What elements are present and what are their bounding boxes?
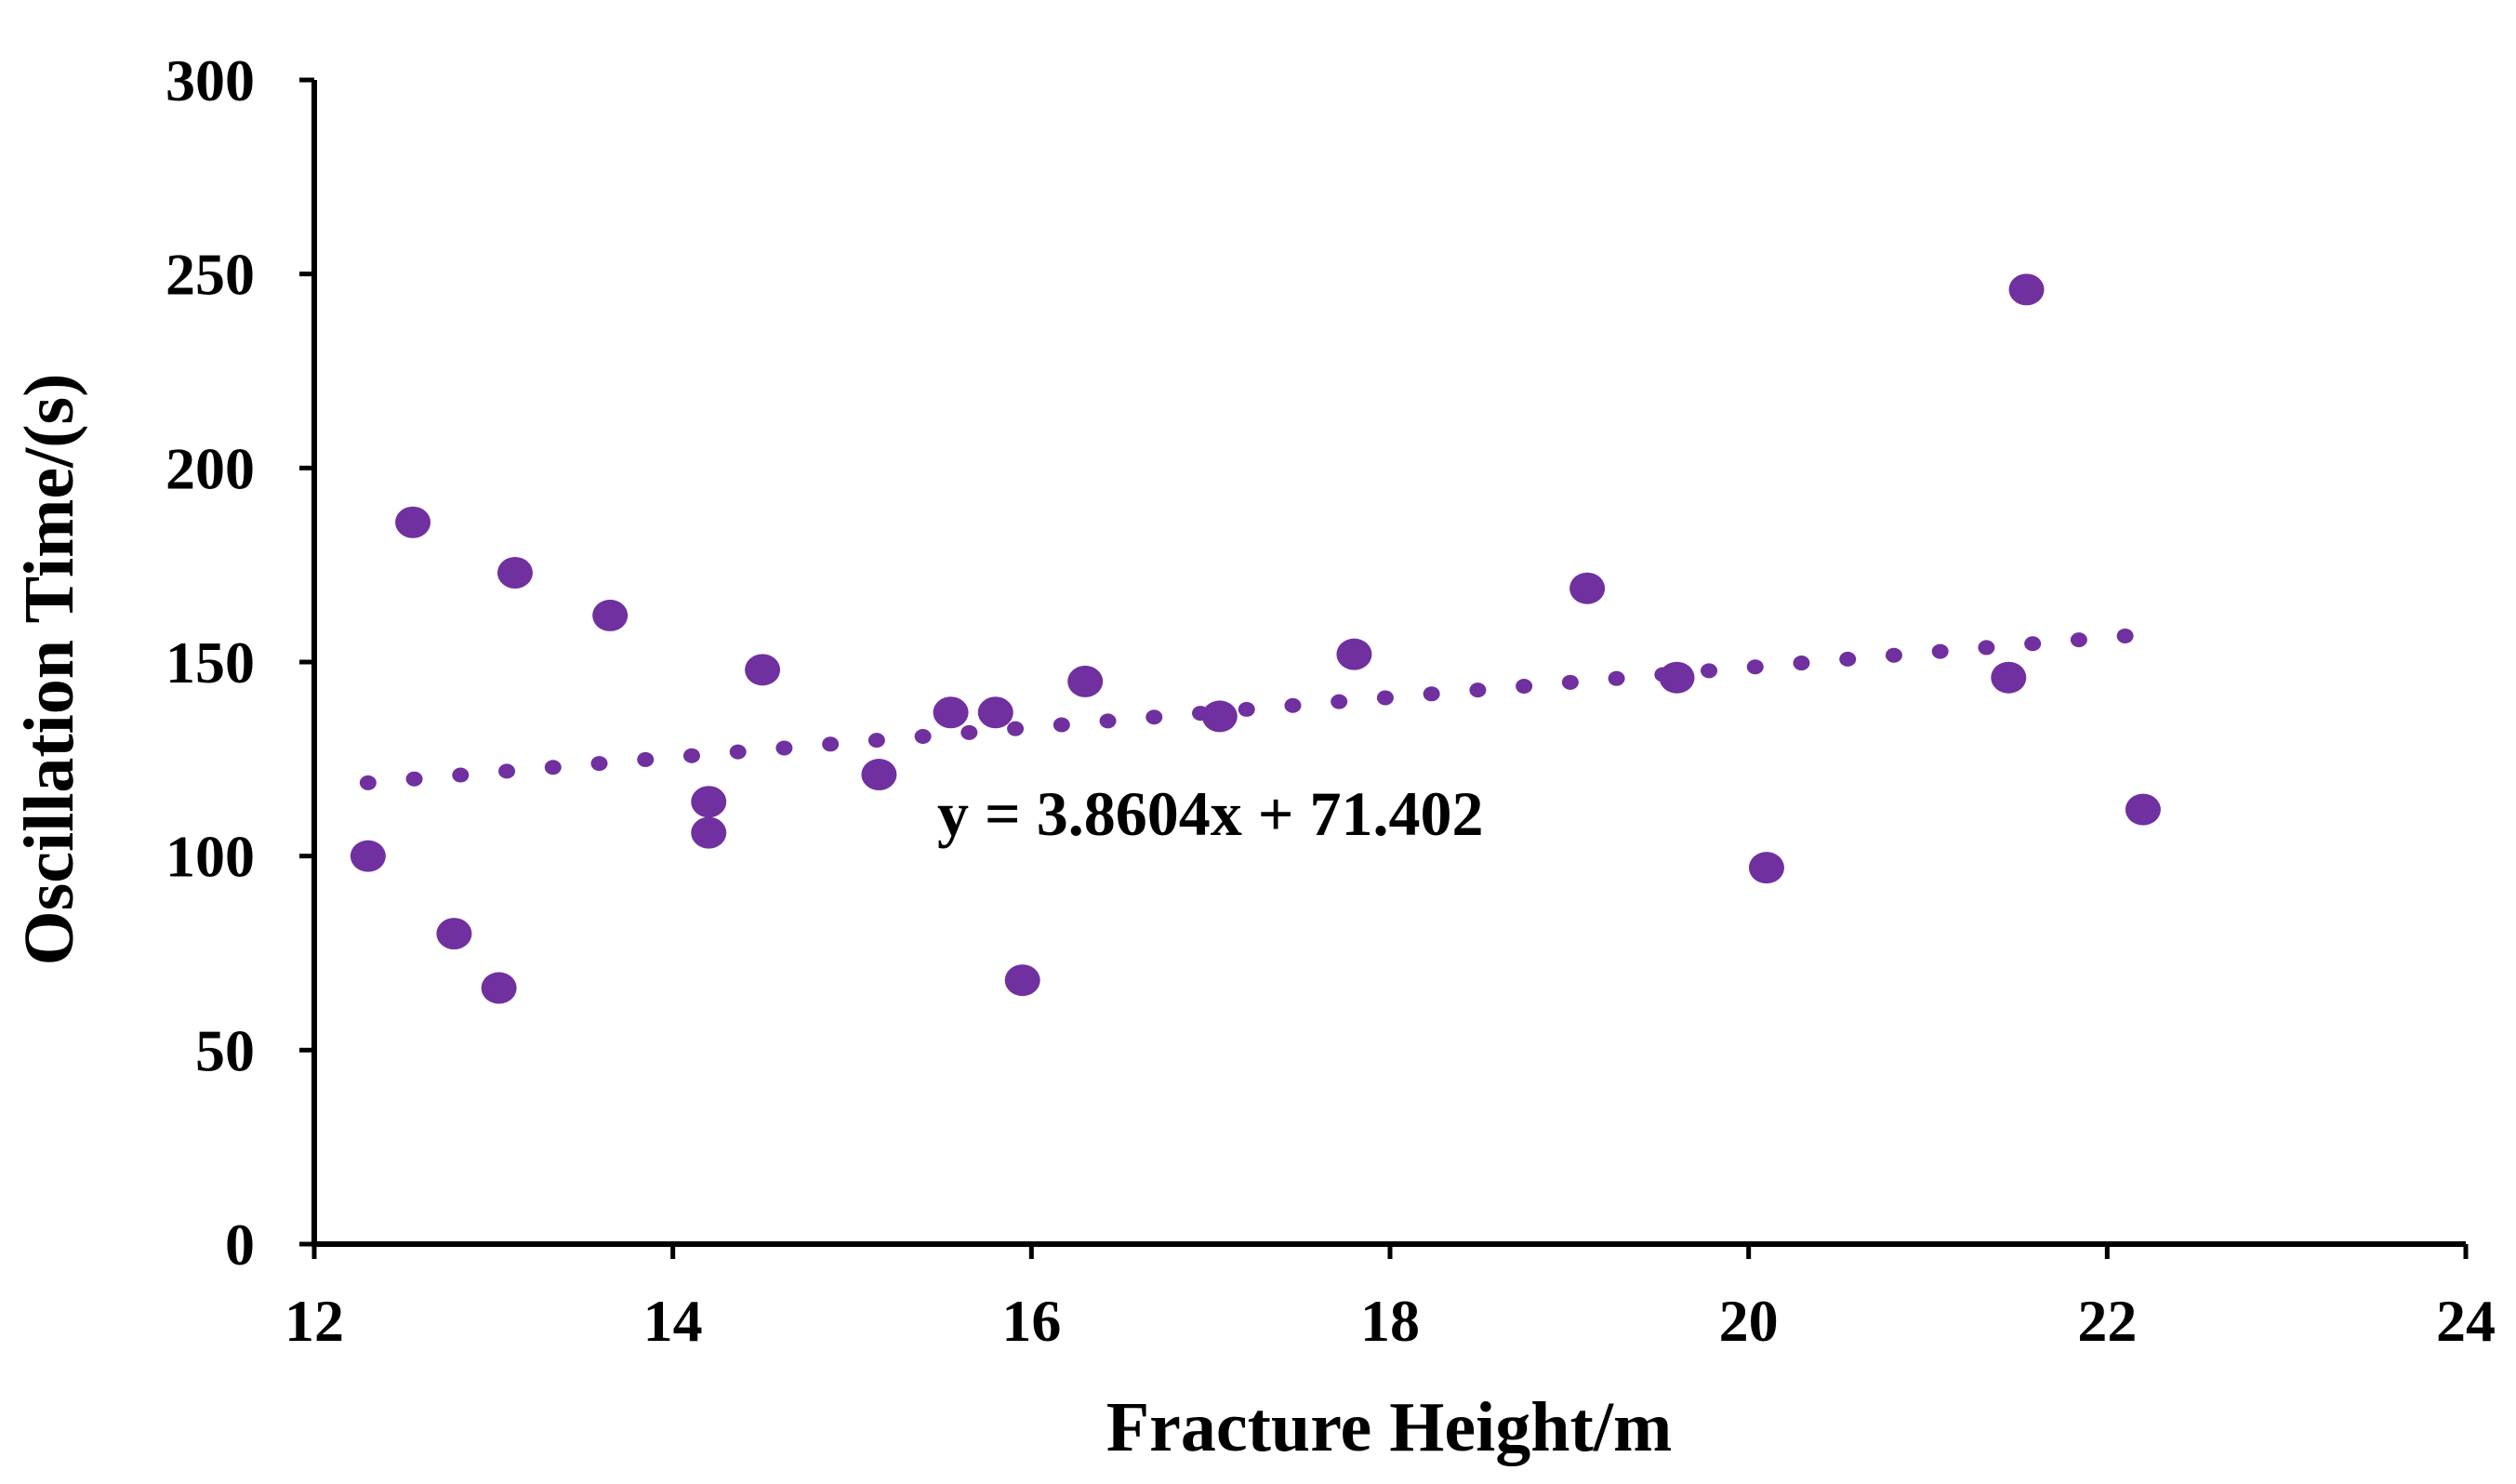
trendline-dot	[1007, 721, 1025, 736]
trendline-dot	[2116, 628, 2134, 643]
data-point	[481, 972, 517, 1004]
trendline-dot	[1931, 643, 1949, 659]
data-point	[691, 786, 727, 818]
trendline-dot	[637, 751, 655, 767]
data-point	[2125, 793, 2161, 826]
data-points	[350, 273, 2161, 1004]
data-point	[1004, 964, 1040, 997]
x-tick-label: 14	[643, 1288, 703, 1354]
trendline-dot	[822, 736, 840, 752]
trendline-group	[359, 628, 2134, 790]
trendline-dot	[1885, 647, 1902, 663]
trendline-dot	[729, 744, 747, 760]
data-point	[933, 696, 969, 729]
y-axis-ticks: 0 50 100 150 200 250 300	[166, 47, 314, 1278]
x-tick-label: 18	[1360, 1288, 1420, 1354]
trendline-dot	[1701, 663, 1718, 679]
trendline-dot	[1284, 697, 1302, 713]
trendline-dot	[452, 767, 470, 783]
data-point	[497, 557, 533, 590]
data-point	[861, 759, 897, 791]
data-point	[1569, 572, 1606, 604]
trendline-dot	[682, 748, 700, 763]
y-tick-label: 50	[195, 1017, 255, 1083]
data-point	[977, 696, 1013, 729]
x-tick-label: 24	[2436, 1288, 2496, 1354]
trendline-dot	[1423, 686, 1440, 702]
trendline-dot	[1099, 713, 1117, 729]
data-point	[1991, 661, 2027, 694]
trendline-dot	[1145, 709, 1163, 725]
trendline-dot	[960, 724, 978, 740]
trendline-dot	[1608, 670, 1625, 686]
trendline-dot	[1331, 694, 1348, 709]
trendline-dot	[867, 733, 885, 749]
data-point	[1748, 852, 1784, 884]
trendline-dot	[1516, 678, 1533, 694]
trendline-equation: y = 3.8604x + 71.402	[937, 778, 1484, 849]
x-tick-label: 22	[2077, 1288, 2137, 1354]
data-point	[1336, 638, 1372, 670]
y-tick-label: 0	[225, 1212, 255, 1278]
data-point	[745, 654, 781, 686]
data-point	[1067, 665, 1104, 697]
x-tick-label: 16	[1001, 1288, 1061, 1354]
trendline-dot	[1746, 659, 1764, 675]
y-tick-label: 250	[166, 242, 255, 308]
data-point	[395, 506, 431, 538]
data-point	[1201, 700, 1238, 733]
x-tick-label: 12	[285, 1288, 344, 1354]
trendline-dot	[544, 760, 562, 775]
trendline-dot	[590, 756, 608, 772]
data-point	[2008, 273, 2045, 306]
trendline-dot	[2024, 636, 2042, 652]
y-tick-label: 100	[166, 824, 255, 890]
x-axis-ticks: 12 14 16 18 20 22 24	[285, 1244, 2496, 1354]
data-point	[592, 599, 629, 631]
trendline-dot	[498, 763, 516, 779]
y-axis-label: Oscillation Time/(s)	[10, 374, 88, 966]
trendline-dot	[1469, 682, 1487, 698]
data-point	[1659, 661, 1695, 694]
trendline-dot	[1376, 690, 1394, 706]
trendline-dot	[1053, 717, 1070, 733]
trendline-dot	[2070, 632, 2087, 648]
trendline-dot	[359, 775, 377, 790]
data-point	[436, 918, 472, 950]
y-tick-label: 200	[166, 435, 255, 501]
trendline-dot	[1978, 640, 1995, 656]
trendline-dot	[1793, 656, 1810, 671]
trendline-dot	[1238, 701, 1255, 717]
trendline-dot	[1839, 651, 1857, 667]
data-point	[691, 816, 727, 849]
data-point	[350, 840, 386, 872]
trendline-dot	[775, 740, 793, 756]
y-tick-label: 300	[166, 47, 255, 113]
y-tick-label: 150	[166, 629, 255, 696]
trendline-dot	[914, 728, 932, 744]
trendline-dot	[405, 771, 423, 787]
axes	[311, 80, 2466, 1247]
trendline-dot	[1561, 674, 1579, 690]
x-tick-label: 20	[1719, 1288, 1779, 1354]
x-axis-label: Fracture Height/m	[1106, 1388, 1673, 1466]
